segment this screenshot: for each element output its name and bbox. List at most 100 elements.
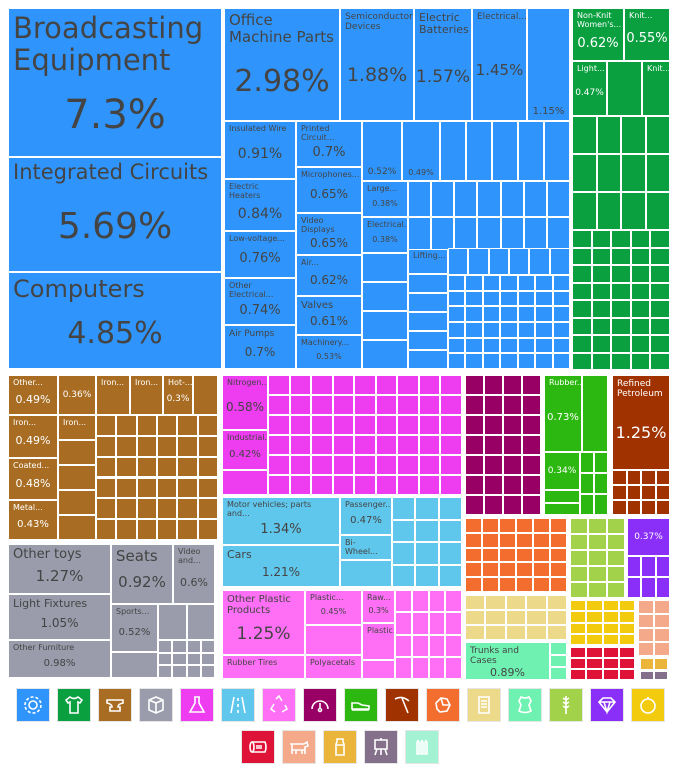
- treemap-tile[interactable]: [580, 452, 594, 473]
- treemap-tile[interactable]: [158, 640, 173, 653]
- treemap-tile[interactable]: [526, 610, 547, 625]
- treemap-tile[interactable]: [466, 121, 492, 181]
- treemap-tile[interactable]: [445, 612, 462, 635]
- treemap-tile[interactable]: [509, 248, 530, 275]
- hide-icon[interactable]: [508, 688, 542, 722]
- treemap-tile[interactable]: [186, 652, 201, 666]
- treemap-tile[interactable]: [305, 625, 362, 655]
- treemap-tile[interactable]: [645, 192, 670, 230]
- treemap-tile[interactable]: [526, 625, 547, 640]
- treemap-tile[interactable]: [332, 475, 355, 495]
- treemap-tile[interactable]: Rubber Tires: [222, 655, 305, 679]
- treemap-tile[interactable]: [465, 475, 484, 495]
- treemap-tile[interactable]: [268, 435, 290, 455]
- treemap-tile[interactable]: [516, 577, 533, 592]
- scroll-icon[interactable]: [467, 688, 501, 722]
- treemap-tile[interactable]: [482, 577, 499, 592]
- treemap-tile[interactable]: [572, 300, 592, 318]
- treemap-tile[interactable]: [654, 671, 668, 680]
- treemap-tile[interactable]: [186, 604, 215, 640]
- treemap-tile[interactable]: Other Electrical... 0.74%: [224, 278, 296, 325]
- treemap-tile[interactable]: [418, 375, 441, 395]
- treemap-tile[interactable]: [606, 518, 625, 534]
- treemap-tile[interactable]: [482, 353, 501, 369]
- treemap-tile[interactable]: [572, 265, 592, 283]
- treemap-tile[interactable]: [533, 532, 550, 548]
- treemap-tile[interactable]: [586, 633, 603, 645]
- treemap-tile[interactable]: [655, 470, 670, 485]
- treemap-tile[interactable]: [654, 614, 670, 628]
- treemap-tile[interactable]: Other... 0.49%: [8, 375, 58, 415]
- treemap-tile[interactable]: [591, 282, 612, 300]
- treemap-tile[interactable]: [535, 322, 553, 338]
- treemap-tile[interactable]: [408, 181, 432, 217]
- treemap-tile[interactable]: [570, 658, 587, 669]
- treemap-tile[interactable]: [289, 415, 312, 435]
- treemap-tile[interactable]: Electric Batteries 1.57%: [414, 8, 472, 121]
- treemap-tile[interactable]: [503, 395, 522, 415]
- orange-icon[interactable]: [631, 688, 665, 722]
- treemap-tile[interactable]: [177, 456, 198, 478]
- treemap-tile[interactable]: [549, 248, 570, 275]
- treemap-tile[interactable]: [354, 415, 376, 435]
- treemap-tile[interactable]: Knit...: [642, 61, 670, 116]
- treemap-tile[interactable]: Refined Petroleum 1.25%: [612, 375, 670, 470]
- treemap-tile[interactable]: Large... 0.38%: [362, 181, 408, 217]
- treemap-tile[interactable]: [157, 477, 178, 499]
- treemap-tile[interactable]: [533, 547, 550, 563]
- treemap-tile[interactable]: [552, 290, 570, 307]
- treemap-tile[interactable]: [197, 519, 218, 540]
- treemap-tile[interactable]: Light Fixtures 1.05%: [8, 594, 111, 640]
- treemap-tile[interactable]: [58, 440, 96, 465]
- treemap-tile[interactable]: [546, 595, 567, 610]
- treemap-tile[interactable]: [499, 518, 516, 533]
- treemap-tile[interactable]: [550, 654, 567, 668]
- treemap-tile[interactable]: [586, 669, 603, 680]
- treemap-tile[interactable]: [503, 455, 522, 475]
- treemap-tile[interactable]: Nitrogen... 0.58%: [222, 375, 268, 430]
- treemap-tile[interactable]: Electric Heaters 0.84%: [224, 179, 296, 231]
- treemap-tile[interactable]: [468, 248, 489, 275]
- treemap-tile[interactable]: [465, 290, 483, 307]
- treemap-tile[interactable]: [535, 353, 553, 369]
- treemap-tile[interactable]: [572, 192, 597, 230]
- log-icon[interactable]: [241, 730, 275, 764]
- treemap-tile[interactable]: [484, 455, 503, 475]
- treemap-tile[interactable]: [630, 352, 651, 370]
- treemap-tile[interactable]: [158, 665, 173, 678]
- treemap-tile[interactable]: [111, 652, 158, 678]
- treemap-tile[interactable]: [594, 494, 608, 515]
- treemap-tile[interactable]: [641, 485, 656, 500]
- treemap-tile[interactable]: [431, 217, 455, 250]
- treemap-tile[interactable]: [602, 669, 619, 680]
- treemap-tile[interactable]: [516, 547, 533, 563]
- treemap-tile[interactable]: [375, 455, 398, 475]
- anvil-icon[interactable]: [98, 688, 132, 722]
- treemap-tile[interactable]: [533, 577, 550, 592]
- treemap-tile[interactable]: [572, 154, 597, 192]
- treemap-tile[interactable]: 0.36%: [58, 375, 96, 415]
- treemap-tile[interactable]: [136, 477, 157, 499]
- treemap-tile[interactable]: [411, 612, 429, 635]
- treemap-tile[interactable]: [268, 455, 290, 475]
- treemap-tile[interactable]: [523, 181, 547, 217]
- treemap-tile[interactable]: [465, 337, 483, 354]
- treemap-tile[interactable]: [116, 456, 137, 478]
- treemap-tile[interactable]: [482, 532, 499, 548]
- treemap-tile[interactable]: [570, 518, 589, 534]
- treemap-tile[interactable]: [311, 375, 333, 395]
- treemap-tile[interactable]: [484, 415, 503, 435]
- treemap-tile[interactable]: [440, 375, 462, 395]
- treemap-tile[interactable]: [465, 395, 484, 415]
- treemap-tile[interactable]: [397, 395, 419, 415]
- treemap-tile[interactable]: [177, 435, 198, 457]
- treemap-tile[interactable]: [546, 625, 567, 640]
- treemap-tile[interactable]: [570, 647, 587, 658]
- treemap-tile[interactable]: [440, 475, 462, 495]
- treemap-tile[interactable]: Iron...: [58, 415, 96, 440]
- treemap-tile[interactable]: [572, 317, 592, 335]
- treemap-tile[interactable]: [572, 352, 592, 370]
- treemap-tile[interactable]: [550, 562, 567, 578]
- treemap-tile[interactable]: [638, 642, 654, 656]
- treemap-tile[interactable]: [650, 247, 670, 265]
